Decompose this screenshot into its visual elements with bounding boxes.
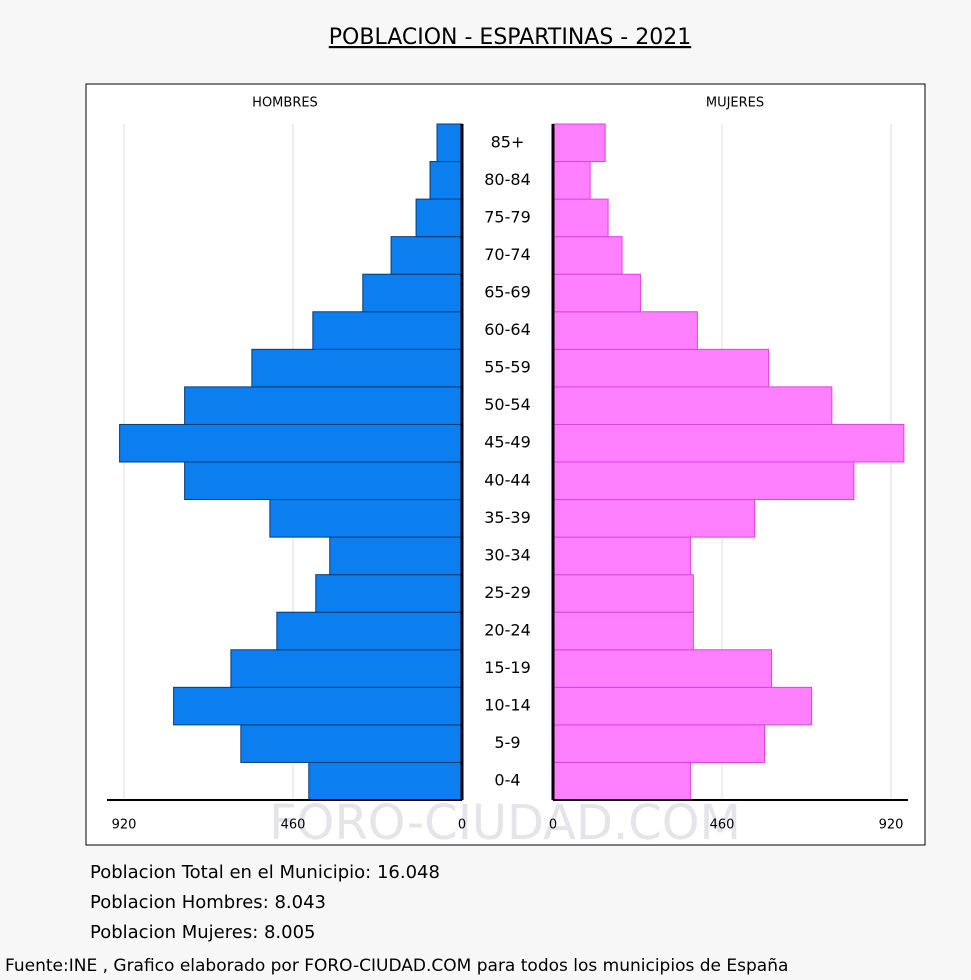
bar bbox=[552, 686, 813, 726]
bar bbox=[552, 386, 833, 425]
bar bbox=[184, 386, 463, 425]
category-label: 35-39 bbox=[484, 508, 531, 527]
x-tick-label: 0 bbox=[549, 818, 557, 833]
x-tick-label: 460 bbox=[281, 818, 306, 833]
category-label: 20-24 bbox=[484, 621, 531, 640]
category-label: 10-14 bbox=[484, 696, 531, 715]
bar bbox=[552, 236, 623, 275]
legend-label: HOMBRES bbox=[252, 96, 318, 111]
bar bbox=[552, 348, 770, 388]
source: Fuente:INE , Grafico elaborado por FORO-… bbox=[5, 956, 788, 976]
category-label: 55-59 bbox=[484, 358, 531, 377]
category-label: 25-29 bbox=[484, 583, 531, 602]
bar bbox=[552, 123, 606, 163]
bar bbox=[230, 649, 463, 688]
bar bbox=[429, 161, 463, 200]
bar bbox=[552, 161, 591, 200]
x-tick-label: 920 bbox=[879, 818, 904, 833]
bar bbox=[552, 273, 641, 313]
category-label: 0-4 bbox=[494, 771, 520, 790]
category-label: 60-64 bbox=[484, 320, 531, 339]
legend-label: MUJERES bbox=[706, 96, 764, 111]
watermark: FORO-CIUDAD.COM bbox=[269, 795, 741, 851]
bar bbox=[308, 761, 463, 801]
note: Poblacion Mujeres: 8.005 bbox=[90, 922, 316, 943]
bar bbox=[552, 311, 698, 350]
bar bbox=[552, 724, 766, 763]
category-label: 40-44 bbox=[484, 470, 531, 489]
bar bbox=[552, 536, 691, 576]
bar bbox=[329, 536, 463, 576]
chart-title: POBLACION - ESPARTINAS - 2021 bbox=[329, 25, 691, 50]
bar bbox=[552, 461, 855, 501]
category-label: 75-79 bbox=[484, 207, 531, 226]
bars bbox=[119, 123, 905, 801]
bar bbox=[315, 574, 463, 613]
bar bbox=[184, 461, 463, 501]
bar bbox=[173, 686, 463, 726]
x-tick-label: 460 bbox=[710, 818, 735, 833]
category-label: 15-19 bbox=[484, 658, 531, 677]
bar bbox=[552, 198, 609, 238]
x-tick-label: 0 bbox=[458, 818, 466, 833]
bar bbox=[552, 611, 694, 651]
note: Poblacion Hombres: 8.043 bbox=[90, 892, 326, 913]
bar bbox=[415, 198, 463, 238]
category-label: 85+ bbox=[491, 132, 525, 151]
bar bbox=[552, 649, 773, 688]
category-label: 50-54 bbox=[484, 395, 531, 414]
bar bbox=[276, 611, 463, 651]
note: Poblacion Total en el Municipio: 16.048 bbox=[90, 862, 440, 883]
category-label: 80-84 bbox=[484, 170, 531, 189]
bar bbox=[390, 236, 463, 275]
category-label: 30-34 bbox=[484, 545, 531, 564]
category-label: 45-49 bbox=[484, 433, 531, 452]
bar bbox=[119, 423, 463, 463]
bar bbox=[269, 499, 463, 538]
bar bbox=[240, 724, 463, 763]
bar bbox=[362, 273, 463, 313]
bar bbox=[312, 311, 463, 350]
category-label: 65-69 bbox=[484, 283, 531, 302]
bar bbox=[436, 123, 463, 163]
category-label: 70-74 bbox=[484, 245, 531, 264]
x-tick-label: 920 bbox=[112, 818, 137, 833]
bar bbox=[552, 423, 905, 463]
bar bbox=[552, 761, 691, 801]
category-label: 5-9 bbox=[494, 733, 520, 752]
bar bbox=[552, 574, 694, 613]
bar bbox=[552, 499, 756, 538]
bar bbox=[251, 348, 463, 388]
